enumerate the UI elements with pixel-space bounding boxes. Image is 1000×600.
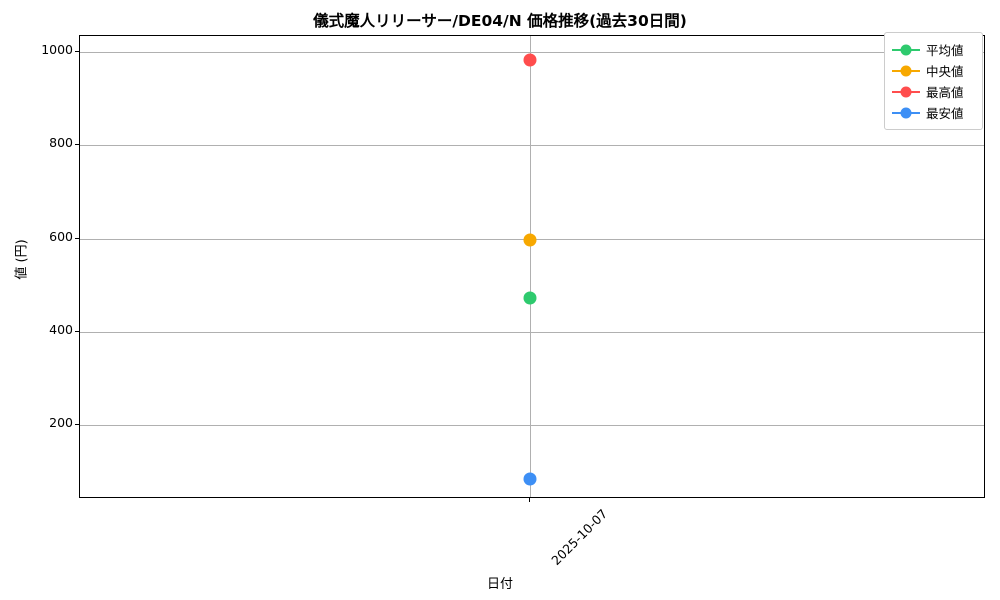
- y-tick-label-400: 400: [49, 322, 73, 337]
- legend-item-median[interactable]: 中央値: [892, 60, 975, 81]
- data-point-中央値: [523, 233, 537, 247]
- y-tick-mark-1000: [75, 51, 79, 53]
- y-tick-mark-400: [75, 331, 79, 333]
- legend-item-average[interactable]: 平均値: [892, 39, 975, 60]
- y-tick-label-1000: 1000: [41, 42, 73, 57]
- legend-marker-median-icon: [892, 64, 920, 77]
- legend-item-max[interactable]: 最高値: [892, 81, 975, 102]
- legend-label-max: 最高値: [926, 85, 964, 100]
- y-tick-mark-600: [75, 238, 79, 240]
- gridline-y-400: [80, 332, 984, 333]
- plot-area: [79, 35, 985, 498]
- chart-title: 儀式魔人リリーサー/DE04/N 価格推移(過去30日間): [313, 12, 687, 30]
- y-tick-label-200: 200: [49, 415, 73, 430]
- y-tick-mark-800: [75, 144, 79, 146]
- x-tick-mark-0: [529, 498, 531, 502]
- chart-legend: 平均値 中央値 最高値 最安値: [884, 32, 983, 130]
- legend-marker-average-icon: [892, 43, 920, 56]
- y-tick-label-600: 600: [49, 229, 73, 244]
- data-point-最高値: [523, 53, 537, 67]
- x-axis-label: 日付: [486, 577, 513, 592]
- legend-marker-max-icon: [892, 85, 920, 98]
- gridline-y-200: [80, 425, 984, 426]
- y-tick-mark-200: [75, 424, 79, 426]
- gridline-y-1000: [80, 52, 984, 53]
- legend-label-average: 平均値: [926, 43, 964, 58]
- gridline-y-800: [80, 145, 984, 146]
- legend-item-min[interactable]: 最安値: [892, 102, 975, 123]
- data-point-最安値: [523, 472, 537, 486]
- legend-marker-min-icon: [892, 106, 920, 119]
- y-tick-label-800: 800: [49, 135, 73, 150]
- x-tick-label-0: 2025-10-07: [548, 506, 611, 568]
- legend-label-min: 最安値: [926, 106, 964, 121]
- legend-label-median: 中央値: [926, 64, 964, 79]
- data-point-平均値: [523, 291, 537, 305]
- gridline-x-2025-10-07: [530, 36, 531, 497]
